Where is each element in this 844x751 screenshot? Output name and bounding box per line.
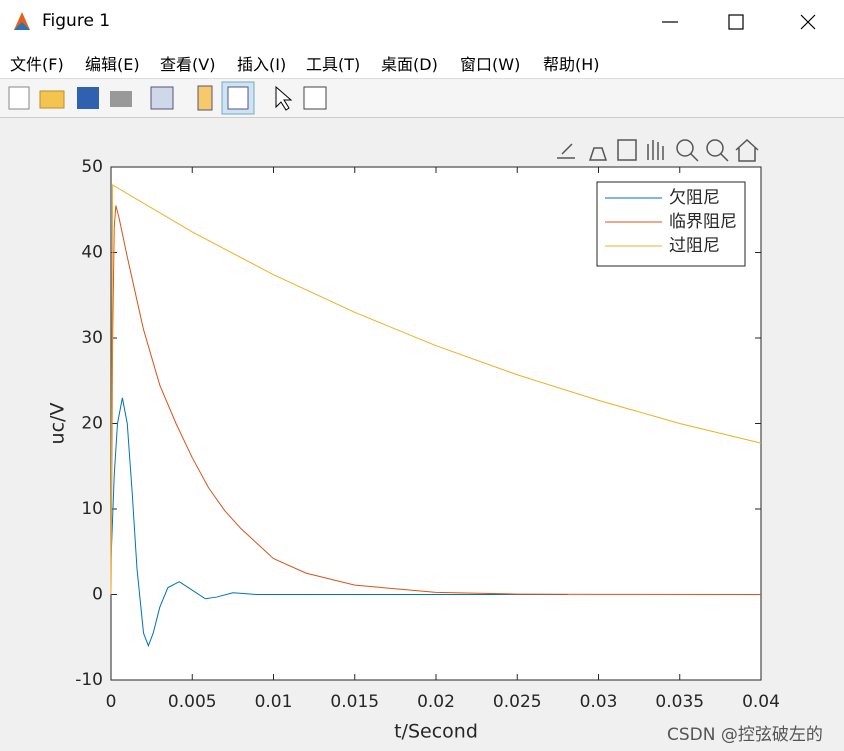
x-tick-label: 0.025: [493, 692, 542, 712]
legend-box: [596, 181, 746, 267]
y-axis-label: uc/V: [47, 403, 69, 445]
menu-item[interactable]: 查看(V): [160, 55, 216, 74]
y-tick-label: 50: [81, 157, 103, 177]
legend-label: 过阻尼: [669, 236, 720, 256]
menu-item[interactable]: 窗口(W): [460, 55, 521, 74]
menu-item[interactable]: 桌面(D): [381, 55, 438, 74]
x-tick-label: 0.015: [330, 692, 379, 712]
window-title: Figure 1: [42, 11, 111, 31]
x-tick-label: 0: [106, 692, 117, 712]
toolbar: [0, 79, 844, 118]
title-icons: [14, 12, 816, 30]
menu-item[interactable]: 插入(I): [237, 55, 287, 74]
plot-canvas: 0 0.005 0.01 0.015 0.02 0.025 0.03 0.035 0.04 -10…: [47, 138, 780, 743]
x-tick-label: 0.01: [255, 692, 293, 712]
menu-item[interactable]: 文件(F): [10, 55, 64, 74]
series-line: [110, 184, 762, 595]
x-tick-label: 0.02: [417, 692, 455, 712]
y-tick-label: 0: [92, 585, 103, 605]
series-line: [110, 205, 762, 595]
title-bar: Figure 1: [0, 0, 844, 44]
menu-item[interactable]: 编辑(E): [85, 55, 140, 74]
x-tick-label: 0.035: [655, 692, 704, 712]
y-tick-label: 40: [81, 243, 103, 263]
y-tick-label: 10: [81, 499, 103, 519]
toolbar-icons: [8, 81, 327, 115]
menu-item[interactable]: 工具(T): [306, 55, 361, 74]
watermark: CSDN @控弦破左的: [667, 725, 823, 745]
menu-bar: 文件(F) 编辑(E) 查看(V) 插入(I) 工具(T) 桌面(D) 窗口(W) 帮助(H): [0, 44, 844, 79]
x-axis-label: t/Second: [394, 721, 478, 743]
y-tick-label: 30: [81, 328, 103, 348]
menu-item[interactable]: 帮助(H): [543, 55, 600, 74]
legend-label: 欠阻尼: [669, 188, 720, 208]
legend-label: 临界阻尼: [669, 212, 737, 232]
y-tick-label: -10: [75, 670, 103, 690]
x-tick-label: 0.04: [742, 692, 780, 712]
axes-toolbar: [557, 138, 759, 162]
maximize[interactable]: [728, 14, 744, 30]
y-tick-label: 20: [81, 414, 103, 434]
series-line: [110, 397, 568, 648]
x-tick-label: 0.005: [168, 692, 217, 712]
x-tick-label: 0.03: [580, 692, 618, 712]
